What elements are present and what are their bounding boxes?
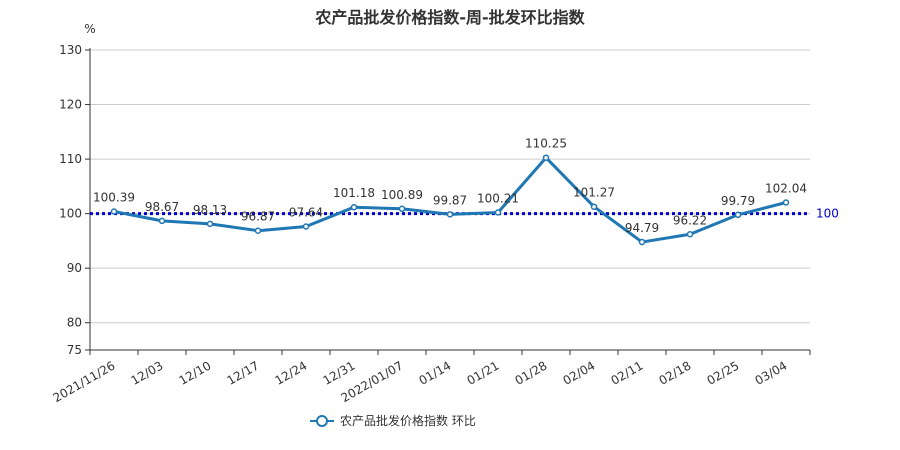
- x-tick-label: 03/04: [753, 358, 790, 387]
- y-tick-label: 120: [59, 98, 82, 112]
- data-point: [302, 223, 310, 230]
- x-tick-label: 02/11: [609, 358, 646, 387]
- data-point: [206, 220, 214, 228]
- data-point: [734, 211, 742, 219]
- legend-label: 农产品批发价格指数 环比: [340, 414, 476, 428]
- data-point: [494, 209, 502, 216]
- data-label: 101.27: [573, 186, 615, 200]
- data-label: 97.64: [289, 206, 323, 220]
- data-point: [398, 205, 406, 213]
- data-label: 96.87: [241, 210, 275, 224]
- y-axis-label: %: [84, 22, 95, 36]
- data-label: 99.79: [721, 194, 755, 208]
- x-tick-label: 12/24: [273, 358, 310, 387]
- x-tick-label: 02/25: [705, 358, 742, 387]
- data-point: [110, 208, 118, 215]
- legend-marker-icon: [310, 414, 334, 427]
- x-tick-label: 12/10: [177, 358, 214, 387]
- data-label: 94.79: [625, 221, 659, 235]
- reference-line-label: 100: [816, 207, 839, 221]
- y-tick-label: 90: [67, 261, 82, 275]
- data-point: [446, 211, 454, 218]
- data-label: 100.89: [381, 188, 423, 202]
- data-label: 102.04: [765, 182, 807, 196]
- y-tick-label: 75: [67, 343, 82, 357]
- data-point: [590, 203, 598, 210]
- y-tick-label: 80: [67, 316, 82, 330]
- data-point: [782, 199, 790, 206]
- data-point: [158, 217, 166, 225]
- x-tick-label: 2021/11/26: [51, 358, 118, 405]
- y-tick-label: 110: [59, 152, 82, 166]
- data-label: 110.25: [525, 137, 567, 151]
- x-tick-label: 12/03: [129, 358, 166, 387]
- data-point: [350, 203, 358, 211]
- data-point: [638, 238, 646, 246]
- legend[interactable]: 农产品批发价格指数 环比: [310, 412, 476, 429]
- x-tick-label: 12/17: [225, 358, 262, 387]
- data-point: [542, 154, 550, 161]
- x-tick-label: 02/18: [657, 358, 694, 387]
- x-tick-label: 01/21: [465, 358, 502, 387]
- x-tick-label: 12/31: [321, 358, 358, 387]
- data-label: 100.39: [93, 191, 135, 205]
- data-label: 99.87: [433, 193, 467, 207]
- x-tick-label: 01/28: [513, 358, 550, 387]
- data-point: [254, 227, 262, 234]
- data-label: 100.21: [477, 191, 519, 205]
- data-label: 98.67: [145, 200, 179, 214]
- y-tick-label: 100: [59, 207, 82, 221]
- y-tick-label: 130: [59, 43, 82, 57]
- x-tick-label: 02/04: [561, 358, 598, 387]
- chart-title: 农产品批发价格指数-周-批发环比指数: [315, 8, 585, 27]
- data-point: [686, 231, 694, 238]
- data-label: 101.18: [333, 186, 375, 200]
- data-label: 98.13: [193, 203, 227, 217]
- x-tick-label: 01/14: [417, 358, 454, 387]
- data-label: 96.22: [673, 213, 707, 227]
